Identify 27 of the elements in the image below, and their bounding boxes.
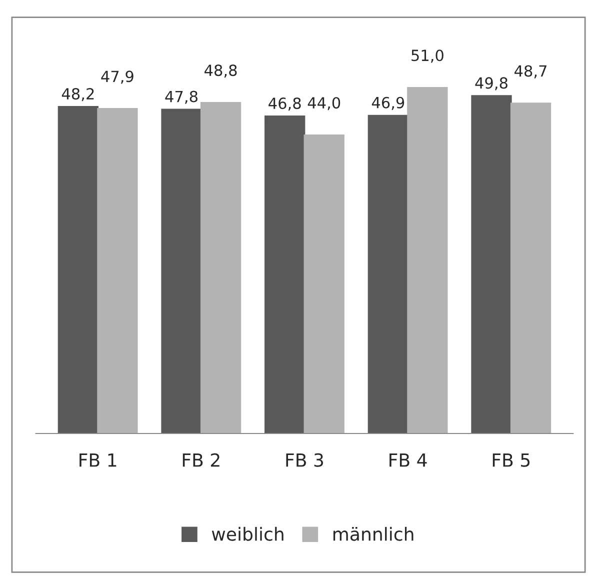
x-tick-label: FB 2 <box>182 453 220 467</box>
x-tick-label: FB 3 <box>286 453 324 467</box>
bar <box>510 102 552 434</box>
x-tick-label: FB 1 <box>80 454 116 467</box>
x-tick-label: FB 4 <box>390 454 427 467</box>
data-label: 48,2 <box>62 88 94 102</box>
bar <box>368 114 408 434</box>
data-label: 48,8 <box>204 64 237 78</box>
bar <box>200 102 242 434</box>
legend-label: männlich <box>333 526 414 541</box>
data-label: 46,8 <box>268 98 301 111</box>
bar <box>264 116 306 434</box>
x-tick-label: FB 5 <box>492 454 530 467</box>
bar <box>58 106 99 434</box>
data-label: 48,7 <box>514 65 546 78</box>
data-label: 47,9 <box>101 70 134 84</box>
data-label: 47,8 <box>165 90 198 104</box>
data-label: 44,0 <box>308 97 340 110</box>
bar <box>407 87 448 434</box>
bar <box>304 134 344 434</box>
data-label: 49,8 <box>475 77 508 90</box>
bar <box>471 95 512 434</box>
bar <box>97 108 138 434</box>
data-label: 51,0 <box>412 50 444 63</box>
legend-label: weiblich <box>212 526 284 541</box>
data-label: 46,9 <box>372 96 404 110</box>
bar <box>161 108 202 434</box>
